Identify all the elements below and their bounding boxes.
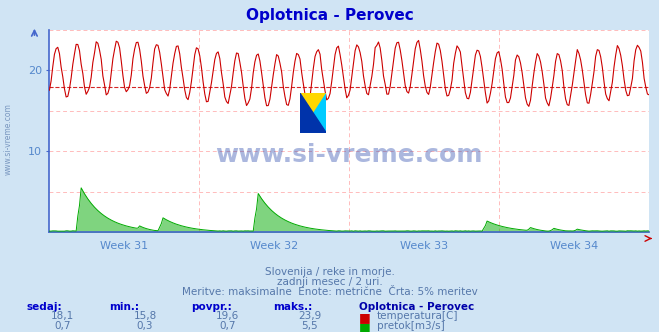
Text: Slovenija / reke in morje.: Slovenija / reke in morje. bbox=[264, 267, 395, 277]
Text: 19,6: 19,6 bbox=[215, 311, 239, 321]
Text: 0,7: 0,7 bbox=[54, 321, 71, 331]
Text: 5,5: 5,5 bbox=[301, 321, 318, 331]
Text: www.si-vreme.com: www.si-vreme.com bbox=[215, 143, 483, 167]
Text: Week 32: Week 32 bbox=[250, 241, 299, 251]
Text: Week 34: Week 34 bbox=[550, 241, 598, 251]
Text: 0,7: 0,7 bbox=[219, 321, 236, 331]
Polygon shape bbox=[300, 93, 326, 133]
Text: Meritve: maksimalne  Enote: metrične  Črta: 5% meritev: Meritve: maksimalne Enote: metrične Črta… bbox=[182, 287, 477, 297]
Text: Oplotnica - Perovec: Oplotnica - Perovec bbox=[359, 302, 474, 312]
Polygon shape bbox=[300, 93, 326, 133]
Text: 23,9: 23,9 bbox=[298, 311, 322, 321]
Text: sedaj:: sedaj: bbox=[26, 302, 62, 312]
Text: ■: ■ bbox=[359, 321, 371, 332]
Text: maks.:: maks.: bbox=[273, 302, 313, 312]
Text: 0,3: 0,3 bbox=[136, 321, 154, 331]
Text: Oplotnica - Perovec: Oplotnica - Perovec bbox=[246, 8, 413, 23]
Text: Week 31: Week 31 bbox=[100, 241, 148, 251]
Text: povpr.:: povpr.: bbox=[191, 302, 232, 312]
Text: www.si-vreme.com: www.si-vreme.com bbox=[3, 104, 13, 175]
Text: 15,8: 15,8 bbox=[133, 311, 157, 321]
Text: Week 33: Week 33 bbox=[400, 241, 448, 251]
Text: zadnji mesec / 2 uri.: zadnji mesec / 2 uri. bbox=[277, 277, 382, 287]
Text: ■: ■ bbox=[359, 311, 371, 324]
Text: temperatura[C]: temperatura[C] bbox=[377, 311, 459, 321]
Text: min.:: min.: bbox=[109, 302, 139, 312]
Text: 18,1: 18,1 bbox=[51, 311, 74, 321]
Text: pretok[m3/s]: pretok[m3/s] bbox=[377, 321, 445, 331]
Polygon shape bbox=[300, 93, 326, 133]
